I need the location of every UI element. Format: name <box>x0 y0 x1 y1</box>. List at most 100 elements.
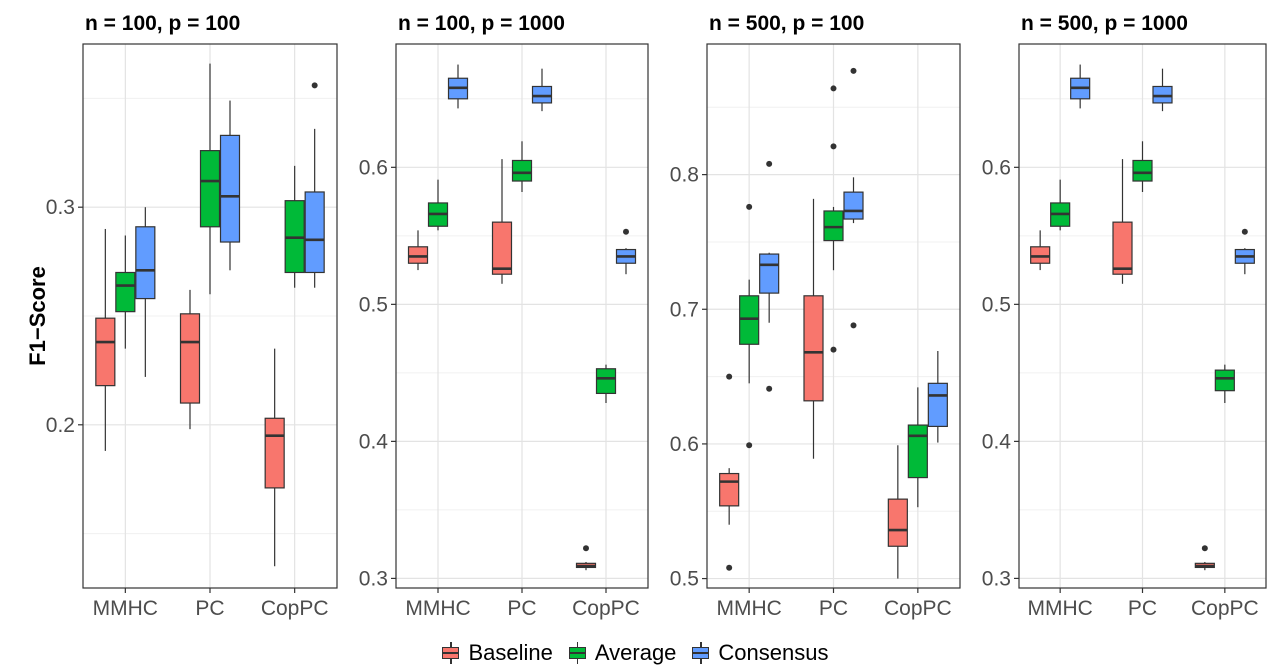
x-tick-label: CopPC <box>1191 597 1259 620</box>
legend-item-consensus: Consensus <box>690 640 829 666</box>
box-pc-average <box>823 85 844 353</box>
y-axis-label: F1−Score <box>25 266 50 366</box>
outlier-point <box>746 442 753 449</box>
box-body <box>907 424 928 479</box>
box-body <box>719 472 740 507</box>
box-mmhc-baseline <box>1030 230 1051 271</box>
outlier-point <box>1201 545 1208 552</box>
box-pc-average <box>511 141 533 192</box>
box-mmhc-baseline <box>407 230 429 271</box>
box-coppc-baseline <box>575 545 597 571</box>
box-coppc-consensus <box>1234 228 1255 275</box>
outlier-point <box>311 82 318 89</box>
panel-2: 0.3 0.4 0.5 0.6 MMHC PC CopPC n = 100, p = 1000 <box>359 12 649 620</box>
y-tick-label: 0.3 <box>359 567 388 590</box>
box-body <box>1214 369 1235 392</box>
legend-label-baseline: Baseline <box>468 640 553 665</box>
outlier-point <box>830 85 837 92</box>
outlier-point <box>766 160 773 167</box>
box-coppc-consensus <box>927 351 948 443</box>
y-tick-label: 0.7 <box>670 298 699 321</box>
box-body <box>135 226 156 300</box>
x-tick-label: MMHC <box>93 597 158 620</box>
box-coppc-average <box>1214 364 1235 404</box>
box-pc-baseline <box>179 289 201 430</box>
box-body <box>264 417 285 489</box>
box-body <box>595 368 617 395</box>
box-body <box>803 295 824 402</box>
panel-title: n = 100, p = 100 <box>85 12 240 35</box>
box-body <box>491 221 513 275</box>
x-tick-label: MMHC <box>717 597 782 620</box>
y-tick-label: 0.6 <box>982 156 1011 179</box>
box-body <box>843 191 864 220</box>
box-body <box>1132 159 1153 182</box>
outlier-point <box>583 545 589 552</box>
box-mmhc-consensus <box>135 207 156 377</box>
legend-key-consensus <box>690 642 712 664</box>
panel-3: 0.5 0.6 0.7 0.8 MMHC PC CopPC n = 500, p = 100 <box>670 12 961 620</box>
box-body <box>927 382 948 428</box>
y-tick-label: 0.6 <box>359 156 388 179</box>
box-pc-consensus <box>1152 68 1173 112</box>
box-pc-average <box>199 63 221 295</box>
box-coppc-baseline <box>887 445 908 579</box>
box-pc-consensus <box>219 100 241 271</box>
box-pc-baseline <box>1112 159 1133 284</box>
outlier-point <box>830 346 837 353</box>
x-tick-label: MMHC <box>1028 597 1093 620</box>
legend-item-baseline: Baseline <box>440 640 553 666</box>
y-tick-label: 0.3 <box>46 196 75 219</box>
legend-item-average: Average <box>567 640 677 666</box>
y-tick-label: 0.2 <box>46 414 75 437</box>
box-coppc-average <box>595 364 617 404</box>
outlier-point <box>850 67 857 74</box>
legend-label-consensus: Consensus <box>718 640 829 665</box>
box-body <box>511 159 533 182</box>
box-mmhc-average <box>1050 179 1071 231</box>
box-pc-baseline <box>491 159 513 284</box>
legend-label-average: Average <box>594 640 677 665</box>
box-body <box>219 134 241 243</box>
outlier-point <box>1241 228 1248 235</box>
box-body <box>1112 221 1133 275</box>
x-tick-label: MMHC <box>405 597 470 620</box>
legend: Baseline Average Consensus <box>0 640 1269 666</box>
box-body <box>759 253 780 294</box>
y-tick-label: 0.8 <box>670 164 699 187</box>
outlier-point <box>726 373 733 380</box>
box-body <box>199 150 221 228</box>
box-body <box>887 498 908 547</box>
y-tick-label: 0.4 <box>982 430 1012 453</box>
box-body <box>115 271 136 313</box>
y-tick-label: 0.6 <box>670 433 699 456</box>
x-tick-label: CopPC <box>261 597 329 620</box>
x-tick-label: CopPC <box>884 597 952 620</box>
box-mmhc-consensus <box>759 160 780 392</box>
box-mmhc-consensus <box>447 64 469 109</box>
outlier-point <box>726 564 733 571</box>
legend-key-average <box>567 642 589 664</box>
box-pc-consensus <box>531 68 553 112</box>
box-coppc-average <box>907 387 928 508</box>
box-body <box>95 317 116 387</box>
outlier-point <box>830 143 837 150</box>
legend-key-baseline <box>440 642 462 664</box>
box-body <box>407 246 429 264</box>
box-body <box>823 210 844 242</box>
box-pc-baseline <box>803 198 824 459</box>
outlier-point <box>623 228 629 235</box>
x-tick-label: PC <box>1128 597 1157 620</box>
x-tick-label: CopPC <box>572 597 640 620</box>
panel-title: n = 100, p = 1000 <box>398 12 565 35</box>
box-mmhc-consensus <box>1070 64 1091 109</box>
box-mmhc-baseline <box>95 228 116 451</box>
box-coppc-baseline <box>1194 545 1215 571</box>
box-mmhc-average <box>115 235 136 349</box>
outlier-point <box>850 322 857 329</box>
x-tick-label: PC <box>507 597 536 620</box>
y-tick-label: 0.5 <box>670 568 699 591</box>
box-body <box>1152 85 1173 104</box>
box-mmhc-baseline <box>719 373 740 571</box>
